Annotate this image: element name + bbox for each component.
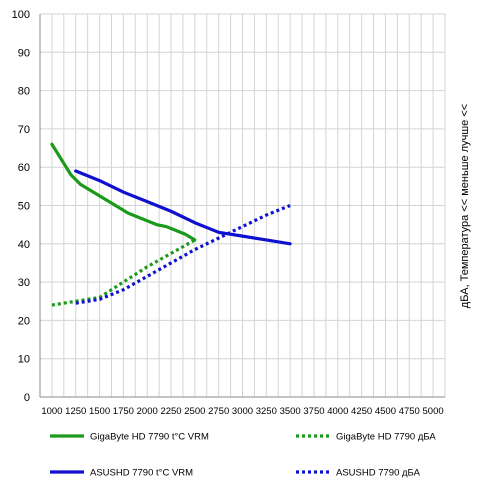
x-tick-label: 2500 — [184, 406, 205, 417]
y-tick-label: 20 — [18, 315, 30, 327]
legend-label-1: GigaByte HD 7790 t°C VRM — [90, 432, 209, 443]
x-tick-label: 3750 — [303, 406, 324, 417]
series-line-1 — [50, 142, 197, 242]
x-tick-label: 2000 — [137, 406, 158, 417]
y-tick-label: 50 — [18, 201, 30, 213]
x-tick-label: 1750 — [113, 406, 134, 417]
y-axis-label: дБА, Температура << меньше лучше << — [459, 104, 471, 308]
y-tick-label: 100 — [12, 9, 30, 21]
legend: GigaByte HD 7790 t°C VRM GigaByte HD 7790… — [50, 432, 436, 479]
series-lines — [50, 142, 292, 307]
y-tick-label: 80 — [18, 86, 30, 98]
x-tick-label: 1250 — [65, 406, 86, 417]
legend-label-3: ASUSHD 7790 t°C VRM — [90, 468, 193, 479]
y-tick-label: 90 — [18, 47, 30, 59]
x-tick-label: 1000 — [41, 406, 62, 417]
legend-label-2: GigaByte HD 7790 дБА — [336, 432, 436, 443]
y-tick-label: 10 — [18, 354, 30, 366]
x-tick-label: 4000 — [327, 406, 348, 417]
x-tick-label: 4250 — [351, 406, 372, 417]
x-tick-label: 4750 — [399, 406, 420, 417]
grid — [39, 13, 446, 398]
y-tick-label: 60 — [18, 162, 30, 174]
y-tick-label: 30 — [18, 277, 30, 289]
x-tick-label: 2750 — [208, 406, 229, 417]
x-tick-label: 3500 — [280, 406, 301, 417]
series-line-2 — [51, 238, 196, 307]
y-tick-label: 40 — [18, 239, 30, 251]
x-tick-label: 1500 — [89, 406, 110, 417]
series-line-3 — [74, 169, 292, 246]
legend-label-4: ASUSHD 7790 дБА — [336, 468, 421, 479]
y-tick-label: 0 — [24, 392, 30, 404]
y-tick-label: 70 — [18, 124, 30, 136]
axes — [39, 14, 445, 398]
series-line-4 — [75, 204, 291, 305]
x-tick-label: 3250 — [256, 406, 277, 417]
x-axis-ticks: 1000 1250 1500 1750 2000 2250 2500 2750 3000 3250… — [41, 406, 443, 417]
x-tick-label: 4500 — [375, 406, 396, 417]
x-tick-label: 2250 — [160, 406, 181, 417]
x-tick-label: 5000 — [423, 406, 444, 417]
y-axis-ticks: 0 10 20 30 40 50 60 70 80 90 100 — [12, 9, 30, 404]
x-tick-label: 3000 — [232, 406, 253, 417]
